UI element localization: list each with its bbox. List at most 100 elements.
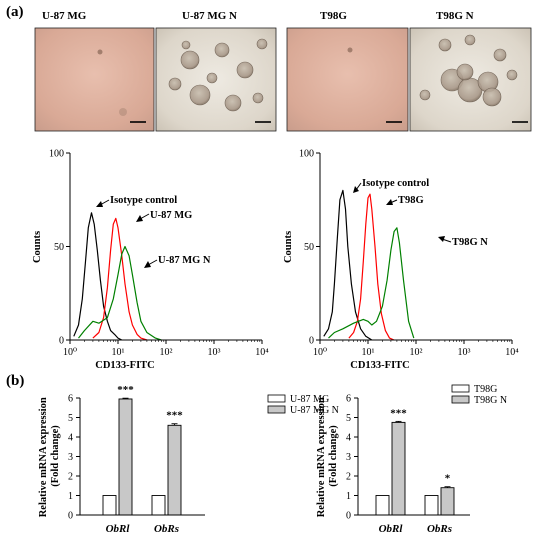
annotation-isotype: Isotype control [353,178,429,193]
x-tick-label: 10³ [208,347,221,358]
histogram-series-1 [348,193,395,341]
x-tick-label: 10⁰ [313,347,327,358]
annotation-red: U-87 MG [136,210,192,222]
y-tick-label: 4 [68,433,73,444]
significance-marker: *** [390,407,407,419]
y-tick-label: 5 [346,413,351,424]
y-tick-label: 100 [299,149,314,160]
histogram-series-0 [323,189,373,341]
x-axis-label: CD133-FITC [95,360,155,371]
micrograph-row: U-87 MG U-87 MG N T98G T98G N [34,10,532,132]
y-tick-label: 1 [68,491,73,502]
spheroid-cells [419,34,518,107]
micrograph-label: U-87 MG N [182,10,237,22]
bar-chart-t98g: 0 1 2 3 4 5 6 *** ObRl * ObRs Relative mRNA expre… [316,384,507,535]
annotation-green: U-87 MG N [144,255,211,268]
annotation-label: Isotype control [362,178,429,189]
bar-ObRl-1 [391,421,406,516]
annotation-isotype: Isotype control [96,195,177,207]
y-tick-label: 2 [68,472,73,483]
category-label: ObRs [427,523,452,535]
histogram-series-0 [73,212,123,341]
bar-ObRl-0 [102,495,117,516]
histogram-curves [323,189,415,341]
cell-spheroid [456,63,474,81]
y-tick-label: 0 [346,511,351,522]
annotation-label: U-87 MG [150,210,192,221]
micrograph-label: T98G [320,10,347,22]
bar-chart-u87mg: 0 1 2 3 4 5 6 *** ObRl *** ObRs Relative mRNA exp… [38,384,339,535]
cell-spheroid [419,89,431,101]
cell-spheroid [180,50,200,70]
cell-spheroid [493,48,507,62]
y-label-line1: Relative mRNA expression [316,397,327,517]
significance-marker: * [445,473,451,485]
cell-spheroid [482,87,502,107]
cell-spheroid [438,38,452,52]
micrograph-u87mg-n: U-87 MG N [155,10,277,132]
y-axis-label: Counts [283,231,294,263]
y-tick-label: 3 [346,452,351,463]
y-tick-label: 0 [59,336,64,347]
bar-ObRs-1 [440,487,455,516]
category-label: ObRl [379,523,404,535]
x-tick-label: 10³ [458,347,471,358]
axis-ticks: 0 1 2 3 4 5 6 [346,394,358,522]
significance-marker: *** [117,384,134,396]
spheroid-cells [168,38,268,112]
arrow-icon [386,199,393,205]
annotation-green: T98G N [438,236,488,248]
y-tick-label: 5 [68,413,73,424]
y-axis-label: Relative mRNA expression (Fold change) [316,395,339,518]
annotation-label: T98G [398,195,424,206]
cell-spheroid [206,72,218,84]
arrow-icon [96,201,103,207]
cell-spheroid [464,34,476,46]
cell-spheroid [224,94,242,112]
axis-ticks: 0 1 2 3 4 5 6 [68,394,80,522]
legend: U-87 MGU-87 MG N [267,394,339,416]
legend-swatch [451,395,470,404]
cell-spheroid [214,42,230,58]
arrow-icon [144,261,151,268]
x-tick-label: 10¹ [362,347,375,358]
y-tick-label: 1 [346,491,351,502]
y-tick-label: 2 [346,472,351,483]
legend-swatch [267,405,286,414]
y-tick-label: 3 [68,452,73,463]
cell-spheroid [506,69,518,81]
histogram-series-2 [328,227,415,339]
bar-ObRl-0 [375,495,390,516]
x-tick-label: 10² [160,347,173,358]
y-label-line2: (Fold change) [50,425,61,487]
micrograph-label: U-87 MG [42,10,87,22]
bars: *** ObRl *** ObRs [102,384,183,535]
axis-ticks: 10⁰ 10¹ 10² 10³ 10⁴ 0 50 100 [49,149,269,359]
y-tick-label: 0 [309,336,314,347]
x-tick-label: 10⁴ [255,347,269,358]
x-tick-label: 10² [410,347,423,358]
annotation-label: U-87 MG N [158,255,211,266]
x-tick-label: 10⁰ [63,347,77,358]
arrow-icon [438,236,445,242]
bar-ObRs-1 [167,424,182,516]
arrow-icon [136,215,143,222]
cell-spheroid [252,92,264,104]
bars: *** ObRl * ObRs [375,407,455,535]
histogram-series-1 [92,217,148,341]
x-tick-label: 10⁴ [505,347,519,358]
cell-spheroid [168,77,182,91]
bar-ObRs-0 [151,495,166,516]
legend-label: T98G [474,384,497,395]
micrograph-t98g: T98G [286,10,409,132]
annotation-label: T98G N [452,237,488,248]
y-tick-label: 0 [68,511,73,522]
y-tick-label: 100 [49,149,64,160]
category-label: ObRl [106,523,131,535]
cell-spheroid [181,40,191,50]
y-axis-label: Counts [32,231,43,263]
y-label-line2: (Fold change) [328,425,339,487]
